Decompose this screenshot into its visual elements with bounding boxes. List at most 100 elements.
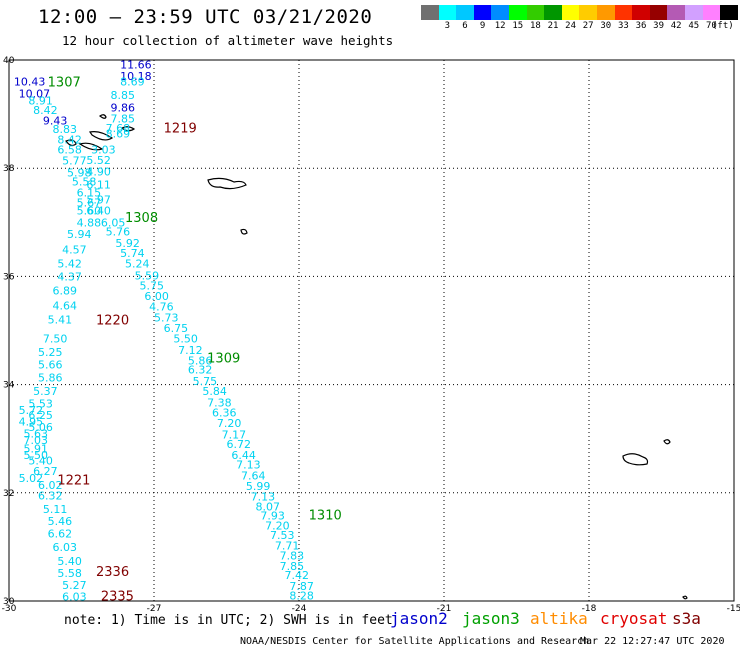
satellite-legend-item: jason2 bbox=[390, 609, 448, 628]
wave-height-color-scale bbox=[421, 5, 738, 21]
scale-swatch bbox=[720, 5, 738, 20]
wave-height-label: 5.52 bbox=[86, 154, 111, 167]
wave-height-label: 5.50 bbox=[173, 333, 198, 346]
color-scale-labels: 3 6 9 12 15 18 21 24 27 30 33 36 39 42 45 70 bbox=[421, 21, 731, 33]
wave-height-label: 5.67 bbox=[77, 196, 102, 209]
wave-height-label: 5.77 bbox=[62, 155, 87, 168]
satellite-legend-item: altika bbox=[530, 609, 588, 628]
wave-height-label: 7.93 bbox=[260, 510, 285, 523]
wave-height-label: 7.20 bbox=[265, 519, 290, 532]
pass-number-label: 2336 bbox=[96, 565, 129, 580]
wave-height-label: 7.53 bbox=[270, 529, 295, 542]
latitude-label: 40 bbox=[3, 56, 15, 66]
wave-height-label: 5.84 bbox=[202, 385, 227, 398]
wave-height-label: 6.40 bbox=[86, 204, 111, 217]
scale-tick-label: 15 bbox=[512, 21, 524, 31]
pass-number-label: 1310 bbox=[309, 508, 342, 523]
pass-number-label: 2335 bbox=[101, 590, 134, 605]
wave-height-label: 6.58 bbox=[57, 143, 81, 156]
wave-height-label: 4.88 bbox=[77, 216, 102, 229]
wave-height-label: 8.85 bbox=[111, 89, 136, 102]
wave-height-label: 5.46 bbox=[48, 515, 73, 528]
wave-height-label: 6.00 bbox=[144, 290, 169, 303]
wave-height-label: 6.03 bbox=[62, 591, 87, 604]
map-frame bbox=[8, 59, 735, 602]
scale-tick-label: 12 bbox=[494, 21, 506, 31]
latitude-label: 36 bbox=[3, 272, 15, 282]
scale-tick-label: 21 bbox=[547, 21, 559, 31]
wave-height-label: 7.13 bbox=[236, 459, 261, 472]
longitude-label: -18 bbox=[582, 604, 597, 614]
scale-swatch bbox=[649, 5, 668, 20]
longitude-label: -15 bbox=[727, 604, 740, 614]
satellite-legend-item: s3a bbox=[672, 609, 701, 628]
scale-tick-label: 42 bbox=[670, 21, 682, 31]
wave-height-label: 5.97 bbox=[86, 194, 111, 207]
wave-height-label: 5.40 bbox=[28, 454, 53, 467]
chart-subtitle: 12 hour collection of altimeter wave hei… bbox=[62, 33, 394, 48]
wave-height-label: 6.72 bbox=[227, 438, 252, 451]
scale-tick-label: 6 bbox=[462, 21, 468, 31]
wave-height-label: 4.57 bbox=[62, 243, 87, 256]
scale-swatch bbox=[526, 5, 545, 20]
wave-height-label: 5.86 bbox=[38, 372, 63, 385]
map-gridlines bbox=[9, 60, 734, 601]
wave-height-label: 7.87 bbox=[289, 580, 314, 593]
wave-height-label: 7.50 bbox=[43, 333, 67, 346]
wave-height-label: 7.38 bbox=[207, 396, 232, 409]
pass-labels: 1307 1219 1308 1220 1309 1221 1310 2336 2335 bbox=[48, 76, 342, 605]
wave-height-label: 6.25 bbox=[28, 409, 53, 422]
wave-height-label: 6.11 bbox=[86, 178, 111, 191]
wave-height-label: 5.99 bbox=[246, 480, 270, 493]
wave-height-label: 3.03 bbox=[91, 143, 116, 156]
wave-height-label: 8.91 bbox=[28, 95, 53, 108]
wave-height-label: 5.06 bbox=[28, 421, 53, 434]
wave-height-label: 7.85 bbox=[280, 560, 305, 573]
scale-swatch bbox=[561, 5, 580, 20]
wave-height-label: 7.71 bbox=[275, 539, 300, 552]
scale-swatch bbox=[614, 5, 633, 20]
scale-swatch bbox=[438, 5, 457, 20]
pass-number-label: 1307 bbox=[48, 76, 81, 91]
longitude-label: -21 bbox=[437, 604, 452, 614]
wave-height-label: 10.18 bbox=[120, 70, 151, 83]
longitude-label: -24 bbox=[292, 604, 307, 614]
wave-height-label: 11.66 bbox=[120, 58, 151, 71]
wave-height-label: 7.83 bbox=[280, 550, 305, 563]
wave-height-label: 6.36 bbox=[212, 407, 237, 420]
wave-height-label: 5.27 bbox=[62, 579, 87, 592]
wave-height-label: 9.86 bbox=[111, 102, 136, 115]
island-santa-maria bbox=[240, 228, 248, 235]
latitude-labels: 40 38 36 34 32 30 bbox=[3, 56, 15, 607]
wave-height-label: 10.07 bbox=[19, 88, 50, 101]
satellite-legend-item: jason3 bbox=[462, 609, 520, 628]
pass-number-label: 1220 bbox=[96, 314, 129, 329]
wave-height-label: 5.58 bbox=[72, 176, 97, 189]
wave-height-label: 5.37 bbox=[33, 385, 58, 398]
wave-height-label: 8.07 bbox=[256, 500, 281, 513]
islands bbox=[65, 114, 688, 600]
wave-height-label: 10.43 bbox=[14, 76, 46, 89]
scale-swatch bbox=[544, 5, 562, 20]
latitude-label: 30 bbox=[3, 597, 15, 607]
wave-height-label: 5.76 bbox=[106, 225, 130, 238]
scale-tick-label: 24 bbox=[565, 21, 577, 31]
wave-height-label: 8.69 bbox=[120, 76, 144, 89]
scale-tick-label: 3 bbox=[444, 21, 451, 31]
wave-height-labels: 11.66 10.43 10.18 10.07 8.69 8.91 8.85 8.42 9.86… bbox=[14, 58, 314, 603]
longitude-label: -30 bbox=[2, 604, 17, 614]
wave-height-label: 4.90 bbox=[86, 165, 111, 178]
longitude-labels: -30 -27 -24 -21 -18 -15 bbox=[2, 604, 740, 614]
wave-height-label: 7.17 bbox=[222, 428, 247, 441]
wave-height-label: 5.11 bbox=[43, 503, 67, 516]
wave-height-label: 4.37 bbox=[57, 270, 81, 283]
wave-height-label: 7.64 bbox=[241, 469, 266, 482]
scale-tick-label: 30 bbox=[600, 21, 612, 31]
wave-height-label: 4.64 bbox=[53, 300, 78, 313]
scale-swatch bbox=[508, 5, 527, 20]
wave-height-label: 6.32 bbox=[188, 363, 213, 376]
wave-height-label: 8.83 bbox=[53, 123, 78, 136]
wave-height-label: 7.20 bbox=[217, 417, 242, 430]
wave-height-label: 6.44 bbox=[231, 449, 256, 462]
